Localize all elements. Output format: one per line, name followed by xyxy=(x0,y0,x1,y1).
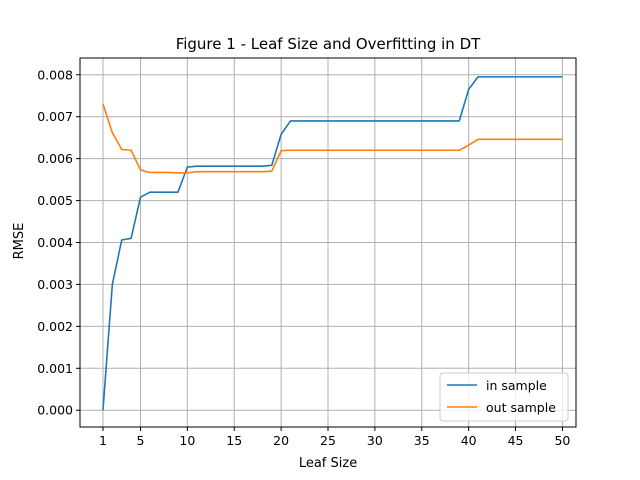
series-line-out-sample xyxy=(102,103,563,174)
legend: in sample out sample xyxy=(439,372,569,422)
x-tick-label: 35 xyxy=(414,433,430,448)
x-tick-label: 45 xyxy=(508,433,524,448)
y-tick-label: 0.001 xyxy=(37,361,73,376)
x-axis: 1 5 10 15 20 25 30 35 40 45 50 xyxy=(99,427,570,448)
y-tick-label: 0.005 xyxy=(37,193,73,208)
x-tick-label: 15 xyxy=(226,433,242,448)
y-axis-label: RMSE xyxy=(12,223,27,260)
legend-label-out-sample: out sample xyxy=(486,400,556,415)
series-layer xyxy=(102,76,563,411)
y-tick-label: 0.002 xyxy=(37,319,73,334)
y-tick-label: 0.007 xyxy=(37,109,73,124)
y-tick-label: 0.000 xyxy=(37,403,73,418)
x-tick-label: 40 xyxy=(461,433,477,448)
x-tick-label: 50 xyxy=(554,433,570,448)
x-tick-label: 20 xyxy=(273,433,289,448)
legend-label-in-sample: in sample xyxy=(486,378,547,393)
x-tick-label: 5 xyxy=(136,433,144,448)
y-tick-label: 0.008 xyxy=(37,67,73,82)
x-tick-label: 30 xyxy=(367,433,383,448)
y-axis: 0.000 0.001 0.002 0.003 0.004 0.005 0.006 0.007… xyxy=(37,67,80,418)
x-tick-label: 25 xyxy=(320,433,336,448)
x-tick-label: 10 xyxy=(179,433,195,448)
x-axis-label: Leaf Size xyxy=(299,456,357,471)
x-tick-label: 1 xyxy=(99,433,107,448)
y-tick-label: 0.003 xyxy=(37,277,73,292)
chart-title: Figure 1 - Leaf Size and Overfitting in … xyxy=(176,35,481,53)
y-tick-label: 0.004 xyxy=(37,235,73,250)
grid xyxy=(80,58,576,427)
y-tick-label: 0.006 xyxy=(37,151,73,166)
series-line-in-sample xyxy=(102,76,563,411)
